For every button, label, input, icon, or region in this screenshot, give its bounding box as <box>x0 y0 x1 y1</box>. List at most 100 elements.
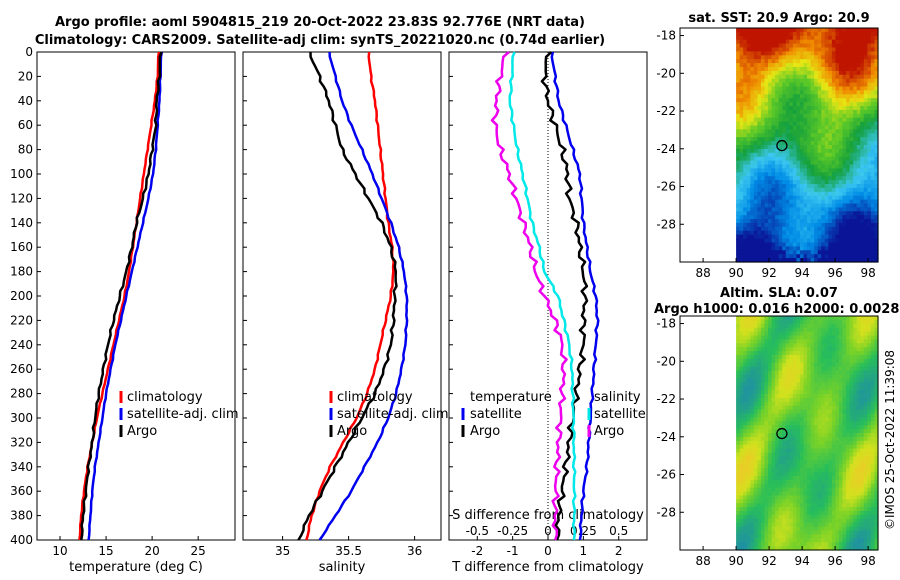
map-cell <box>750 70 755 76</box>
map-cell <box>753 374 758 379</box>
map-cell <box>771 433 776 438</box>
map-cell <box>860 242 865 247</box>
map-cell <box>768 370 773 376</box>
map-cell <box>838 433 844 438</box>
map-cell <box>814 347 819 352</box>
map-cell <box>803 460 808 465</box>
map-cell <box>824 184 829 189</box>
map-cell <box>821 382 826 387</box>
map-cell <box>760 413 766 418</box>
map-cell <box>757 102 762 107</box>
map-cell <box>764 362 769 368</box>
map-cell <box>803 386 808 391</box>
map-cell <box>750 195 755 201</box>
map-cell <box>831 374 837 379</box>
map-cell <box>757 417 762 422</box>
map-cell <box>799 94 805 99</box>
map-cell <box>746 358 751 364</box>
map-cell <box>849 472 854 477</box>
map-cell <box>807 425 812 430</box>
map-cell <box>863 133 868 138</box>
map-cell <box>760 129 766 134</box>
map-cell <box>789 327 794 333</box>
map-cell <box>853 503 858 508</box>
map-cell <box>860 63 865 68</box>
map-cell <box>874 343 879 348</box>
map-cell <box>842 530 847 535</box>
map-cell <box>831 514 837 520</box>
map-cell <box>856 526 861 532</box>
map-cell <box>814 156 819 162</box>
map-cell <box>743 417 748 422</box>
map-cell <box>803 479 808 485</box>
map-cell <box>803 39 808 45</box>
map-cell <box>750 141 755 146</box>
map-cell <box>817 223 822 228</box>
map-cell <box>739 386 744 391</box>
map-cell <box>799 238 805 244</box>
map-cell <box>771 464 776 469</box>
map-cell <box>824 148 829 154</box>
map-cell <box>831 90 837 95</box>
map-cell <box>867 530 872 535</box>
map-cell <box>768 378 773 383</box>
map-cell <box>842 429 847 434</box>
map-cell <box>739 409 744 415</box>
map-cell <box>739 86 744 91</box>
map-cell <box>870 234 876 240</box>
map-cell <box>860 530 865 535</box>
map-cell <box>796 238 801 244</box>
y-tick-label: 220 <box>10 313 33 327</box>
map-cell <box>874 176 879 181</box>
map-cell <box>785 499 790 504</box>
map-cell <box>853 366 858 372</box>
map-cell <box>792 230 798 236</box>
map-cell <box>824 542 829 547</box>
map-cell <box>860 59 865 64</box>
map-cell <box>817 70 822 76</box>
map-cell <box>789 456 794 461</box>
map-cell <box>849 156 854 162</box>
map-cell <box>821 417 826 422</box>
map-cell <box>846 156 851 162</box>
map-cell <box>874 518 879 524</box>
map-cell <box>750 207 755 212</box>
map-cell <box>785 102 790 107</box>
map-cell <box>824 78 829 84</box>
map-cell <box>842 503 847 508</box>
map-cell <box>835 148 840 154</box>
map-cell <box>807 113 812 119</box>
map-cell <box>810 409 815 415</box>
map-cell <box>775 542 780 547</box>
map-cell <box>849 195 854 201</box>
map-cell <box>831 405 837 411</box>
map-cell <box>743 250 748 255</box>
map-cell <box>753 74 758 80</box>
map-cell <box>849 526 854 532</box>
map-cell <box>778 483 783 489</box>
map-y-tick-label: -20 <box>656 66 676 80</box>
map-cell <box>853 176 858 181</box>
map-cell <box>867 234 872 240</box>
map-cell <box>874 250 879 255</box>
map-cell <box>757 382 762 387</box>
map-cell <box>821 526 826 532</box>
map-cell <box>860 168 865 173</box>
map-cell <box>778 74 783 80</box>
map-cell <box>838 436 844 442</box>
map-cell <box>810 479 815 485</box>
map-cell <box>746 238 751 244</box>
map-cell <box>764 90 769 95</box>
map-cell <box>860 405 865 411</box>
map-cell <box>771 323 776 329</box>
map-cell <box>846 433 851 438</box>
map-cell <box>799 31 805 37</box>
map-cell <box>739 417 744 422</box>
map-cell <box>870 401 876 407</box>
map-cell <box>782 109 787 115</box>
legend-entry: climatology <box>337 390 413 405</box>
map-cell <box>853 78 858 84</box>
map-cell <box>821 152 826 158</box>
map-cell <box>817 207 822 212</box>
map-cell <box>863 495 868 500</box>
